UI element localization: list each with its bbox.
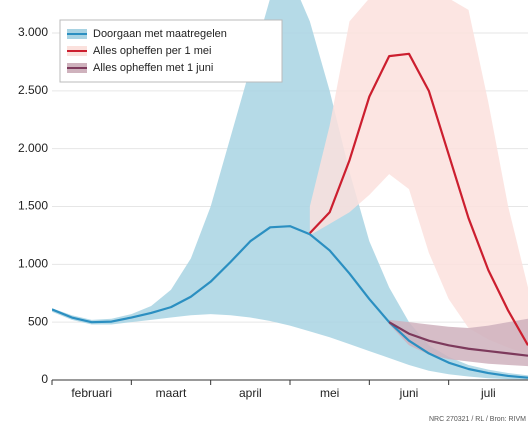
y-tick-label: 0 <box>41 372 48 386</box>
x-tick-label: februari <box>71 386 112 400</box>
series-line <box>388 321 528 357</box>
series-line <box>309 52 528 346</box>
y-tick-label: 3.000 <box>18 25 48 39</box>
axes: 0 500 1.000 1.500 2.000 2.500 3.000 februari maa… <box>18 25 528 400</box>
legend-box <box>59 19 283 83</box>
lines <box>52 52 528 379</box>
series-line <box>52 225 528 379</box>
band <box>309 0 528 355</box>
x-tick-label: april <box>239 386 262 400</box>
legend-label: Alles opheffen per 1 mei <box>93 45 211 57</box>
y-tick-label: 1.000 <box>18 257 48 271</box>
x-tick-label: juni <box>399 386 419 400</box>
legend: Doorgaan met maatregelen Alles opheffen p… <box>59 19 283 83</box>
y-tick-label: 500 <box>28 314 48 328</box>
band <box>52 0 528 380</box>
x-tick-label: mei <box>320 386 339 400</box>
band <box>389 318 528 367</box>
bands <box>52 0 528 380</box>
y-tick-label: 1.500 <box>18 199 48 213</box>
x-tick-label: maart <box>156 386 187 400</box>
legend-label: Doorgaan met maatregelen <box>93 28 227 40</box>
x-tick-label: juli <box>480 386 496 400</box>
y-tick-label: 2.500 <box>18 83 48 97</box>
y-tick-label: 2.000 <box>18 141 48 155</box>
source: NRC 270321 / RL / Bron: RIVM <box>429 416 526 423</box>
legend-label: Alles opheffen met 1 juni <box>93 62 213 74</box>
